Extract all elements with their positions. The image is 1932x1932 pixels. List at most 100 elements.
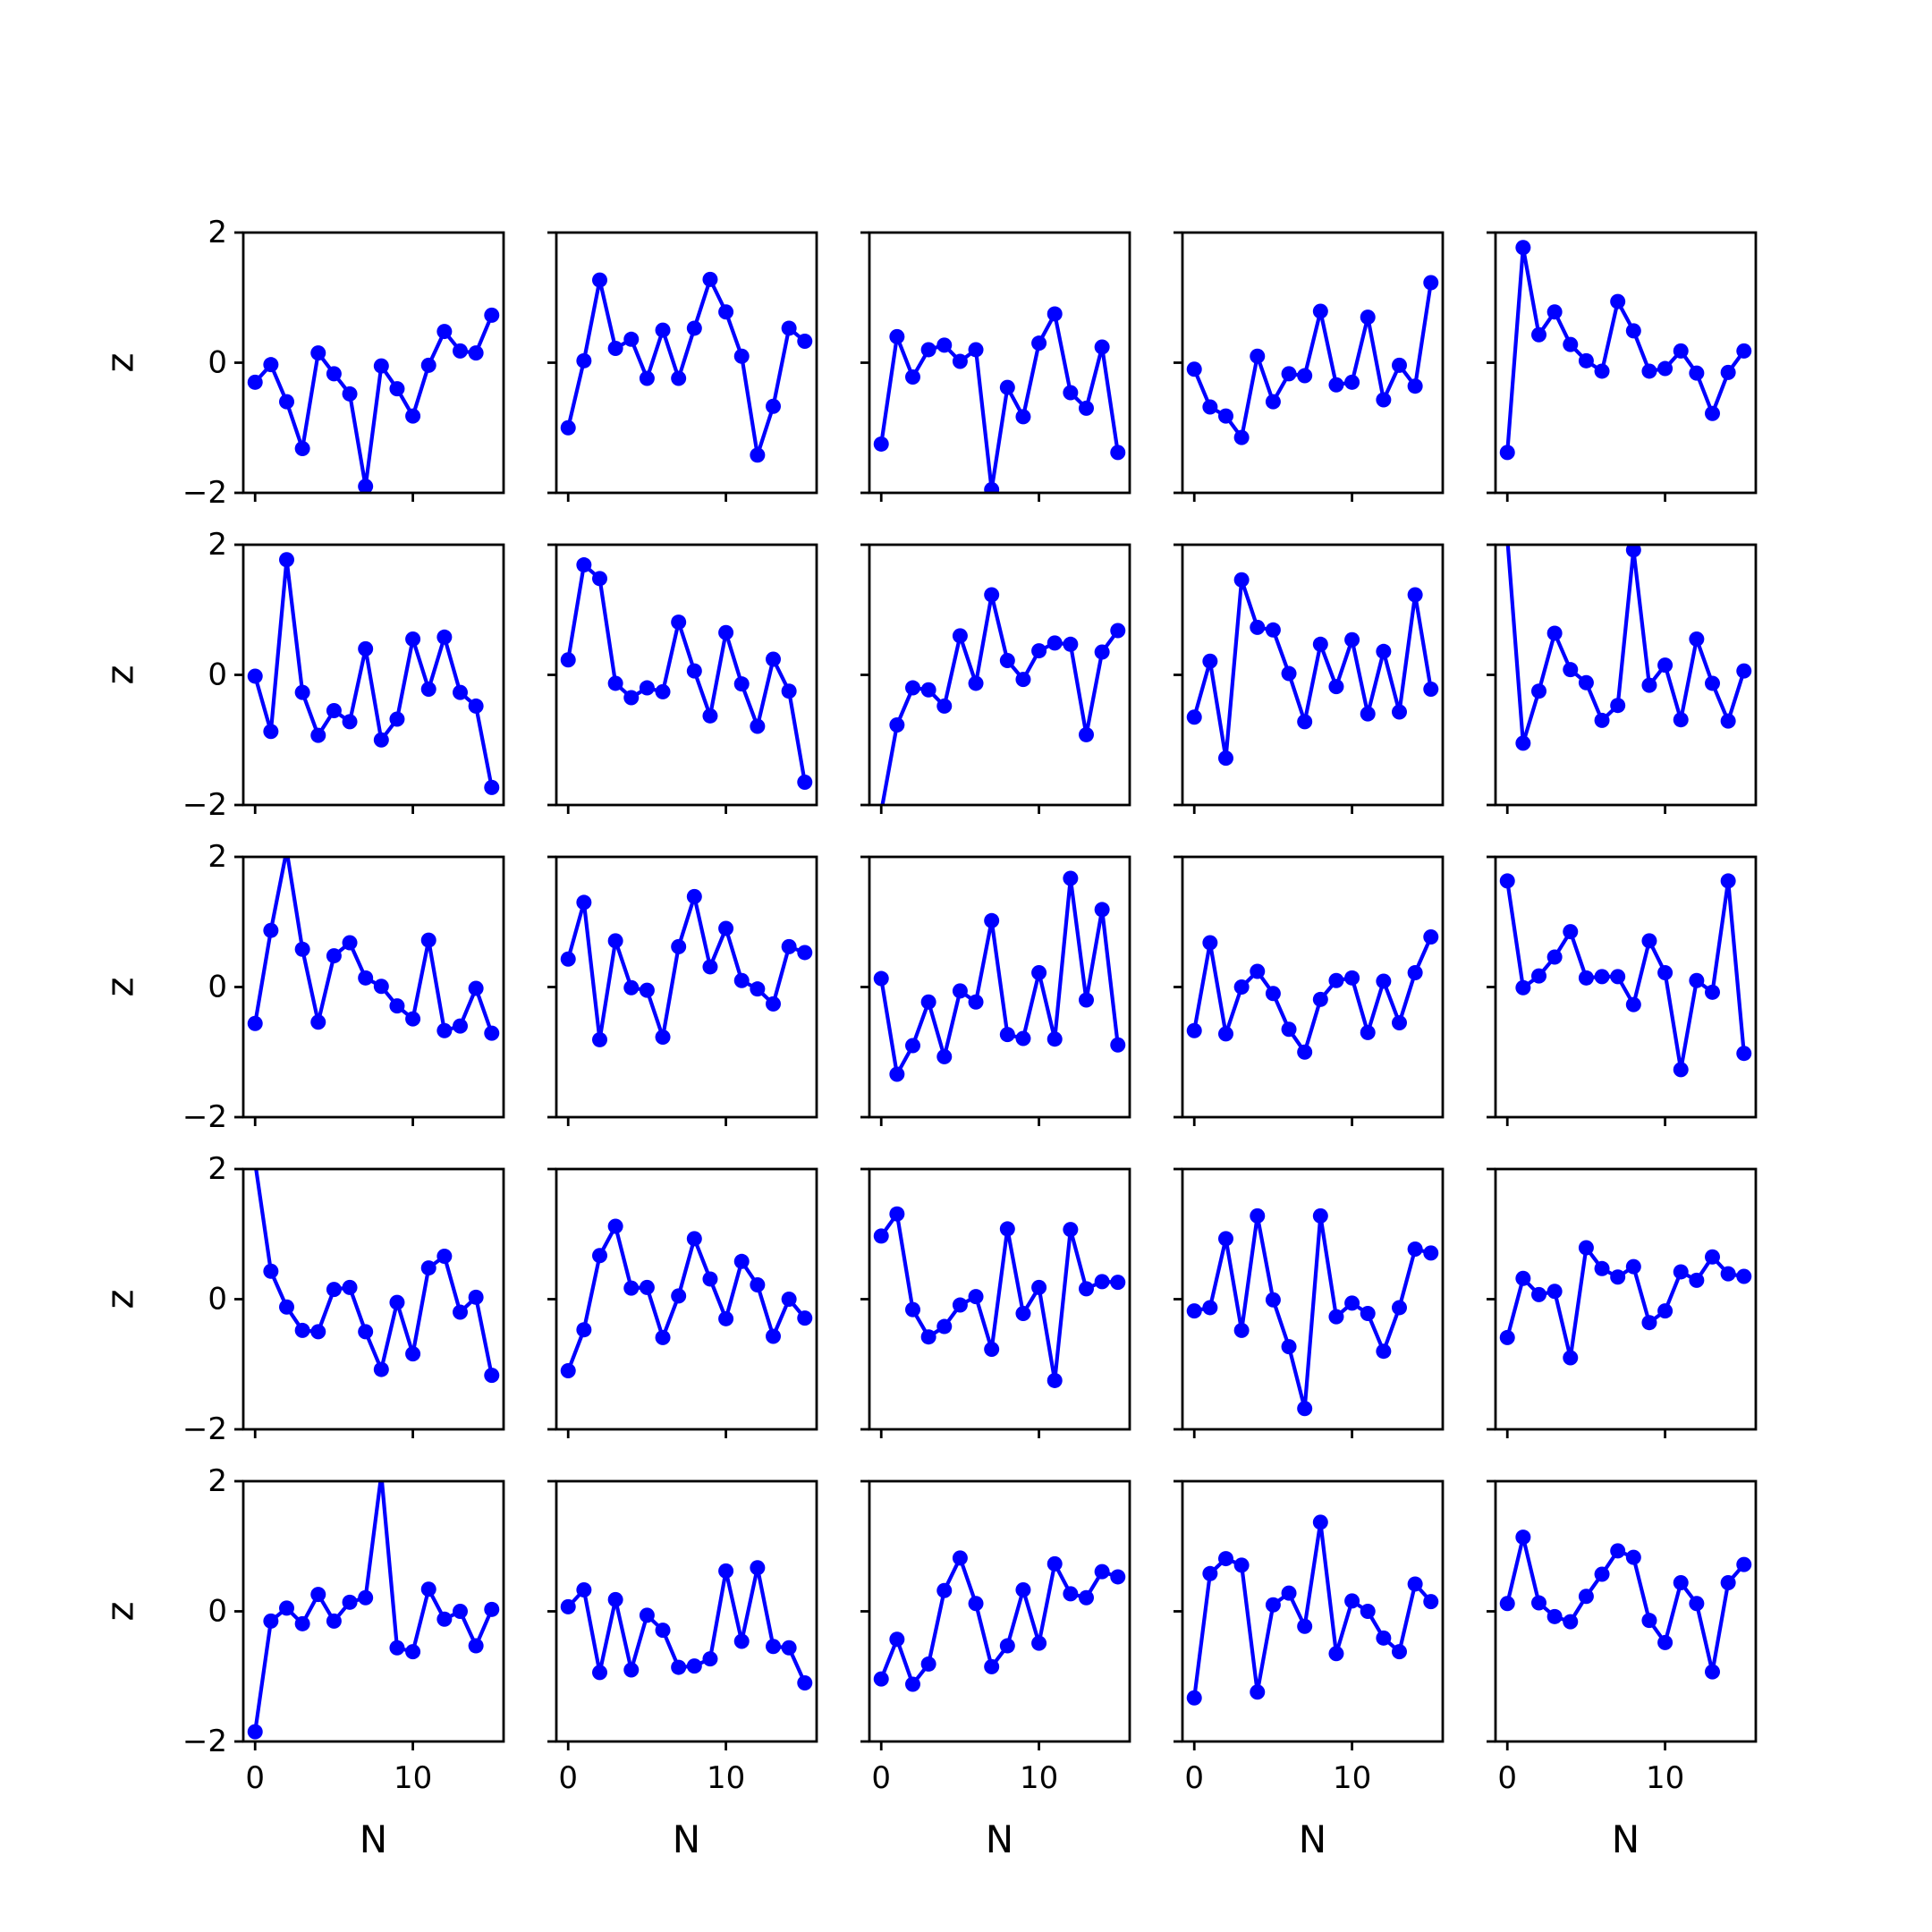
x-tick-label: 10 — [707, 1760, 745, 1796]
data-point — [405, 408, 421, 424]
data-point — [655, 683, 671, 699]
data-point — [1233, 429, 1250, 445]
series-line — [879, 1555, 1119, 1687]
data-point — [671, 1659, 687, 1675]
series-line — [566, 563, 807, 783]
data-point — [1328, 972, 1344, 988]
data-point — [1265, 394, 1281, 410]
data-point — [247, 374, 263, 390]
data-point — [389, 1640, 405, 1656]
data-point — [326, 703, 342, 719]
data-point — [1376, 1630, 1392, 1646]
data-point — [607, 1591, 623, 1607]
data-point — [984, 1658, 1000, 1674]
plot-area — [1186, 1208, 1439, 1417]
data-point — [920, 682, 936, 698]
data-point — [263, 1263, 279, 1279]
data-point — [453, 1304, 468, 1320]
data-point — [639, 1279, 655, 1295]
data-point — [310, 727, 326, 743]
data-point — [1202, 399, 1218, 415]
y-tick-label: −2 — [182, 475, 227, 511]
data-point — [639, 680, 655, 696]
data-point — [889, 328, 905, 344]
y-tick-label: 0 — [208, 1594, 227, 1630]
data-point — [718, 920, 734, 936]
plot-area — [560, 1218, 813, 1379]
data-point — [1407, 587, 1423, 603]
data-point — [1376, 973, 1392, 989]
data-point — [1657, 1634, 1674, 1650]
data-point — [1265, 1292, 1281, 1308]
data-point — [766, 996, 781, 1012]
x-tick-label: 10 — [1333, 1760, 1371, 1796]
x-tick-label: 10 — [1020, 1760, 1058, 1796]
data-point — [326, 948, 342, 964]
data-point — [453, 343, 468, 359]
y-axis-label: z — [98, 977, 142, 996]
data-point — [1110, 1275, 1126, 1291]
series-line — [566, 1224, 807, 1372]
y-tick-label: 2 — [208, 215, 227, 250]
plot-area — [1499, 1240, 1752, 1366]
panel-3 — [860, 231, 1131, 502]
data-point — [1641, 933, 1657, 949]
data-point — [766, 1328, 781, 1344]
data-point — [797, 945, 813, 961]
data-point — [1610, 293, 1626, 309]
data-point — [1625, 1549, 1641, 1565]
axes-frame — [868, 1479, 1131, 1743]
data-point — [702, 959, 718, 975]
data-point — [420, 932, 436, 948]
panel-9 — [1174, 543, 1445, 814]
data-point — [1046, 635, 1063, 651]
data-point — [999, 1638, 1015, 1654]
x-tick-label: 0 — [1497, 1760, 1517, 1796]
data-point — [781, 1640, 797, 1656]
plot-area — [250, 1169, 500, 1384]
data-point — [1594, 1260, 1610, 1276]
data-point — [1594, 712, 1610, 728]
data-point — [1110, 1037, 1126, 1053]
data-point — [766, 398, 781, 414]
data-point — [373, 358, 389, 374]
panel-15 — [1487, 855, 1758, 1126]
data-point — [655, 1623, 671, 1639]
data-point — [1360, 1024, 1376, 1040]
data-point — [1689, 365, 1705, 381]
data-point — [1578, 970, 1594, 986]
plot-area — [873, 1206, 1126, 1388]
data-point — [1499, 445, 1515, 461]
data-point — [1392, 357, 1407, 373]
panel-24: 0 10N — [1174, 1479, 1445, 1861]
data-point — [1031, 335, 1047, 352]
panel-19 — [1174, 1167, 1445, 1438]
data-point — [1705, 984, 1720, 1000]
data-point — [560, 1598, 576, 1614]
data-point — [1423, 682, 1439, 698]
data-point — [1720, 713, 1736, 729]
plot-area — [247, 1481, 500, 1740]
data-point — [1079, 992, 1094, 1008]
data-point — [1499, 1596, 1515, 1612]
data-point — [607, 1218, 623, 1234]
data-point — [1265, 1597, 1281, 1613]
y-tick-label: −2 — [182, 787, 227, 823]
y-tick-label: 0 — [208, 1282, 227, 1318]
series-line — [1192, 578, 1433, 760]
plot-area — [873, 1550, 1126, 1692]
data-point — [342, 714, 358, 730]
data-point — [1202, 653, 1218, 669]
data-point — [1689, 631, 1705, 647]
series-line — [1193, 1214, 1432, 1411]
panel-16: −2 0 2 z — [98, 1151, 505, 1447]
plot-area — [560, 557, 813, 791]
y-tick-label: 2 — [208, 1463, 227, 1499]
data-point — [1344, 1593, 1360, 1609]
data-point — [797, 333, 813, 349]
data-point — [1328, 1309, 1344, 1325]
axes-frame — [1494, 543, 1758, 807]
data-point — [1376, 392, 1392, 408]
plot-area — [560, 888, 813, 1047]
axes-frame — [242, 231, 505, 495]
